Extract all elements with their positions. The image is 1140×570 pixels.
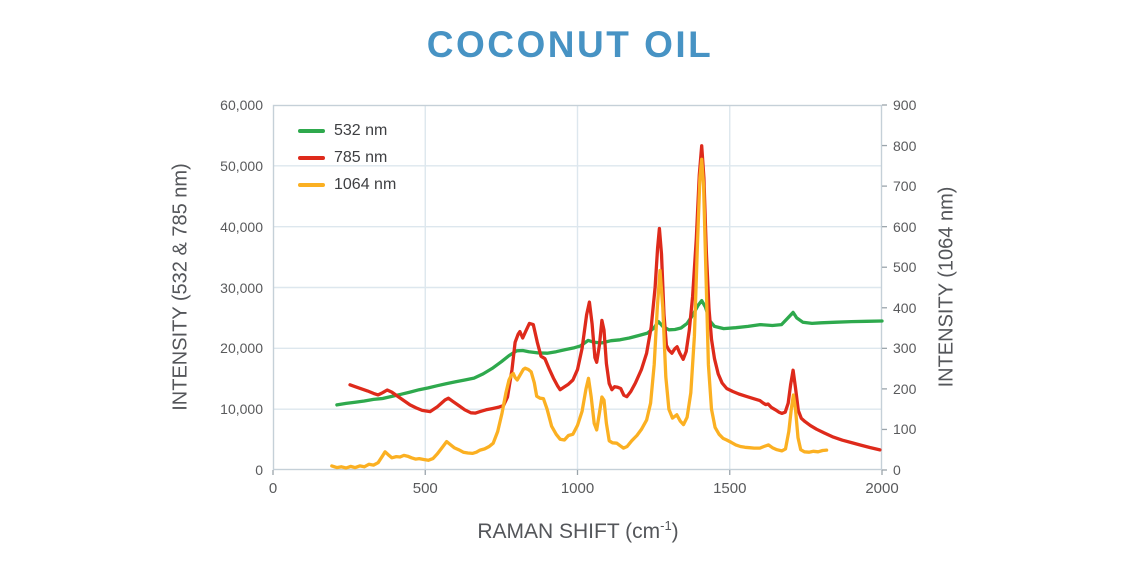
y-left-tick-label: 40,000: [220, 218, 263, 235]
legend-swatch-1064nm: [298, 182, 325, 187]
y-right-tick-label: 300: [893, 340, 917, 357]
legend-label-532nm: 532 nm: [334, 121, 388, 139]
legend-item-1064nm: 1064 nm: [298, 171, 396, 198]
x-tick-label: 0: [268, 480, 278, 497]
y-left-tick-label: 20,000: [220, 340, 263, 357]
x-tick-label: 1500: [713, 480, 747, 497]
plot-frame: [272, 104, 883, 471]
series-line-785nm: [348, 144, 882, 452]
x-tick-label: 1000: [560, 480, 595, 497]
y-right-tick-label: 400: [893, 299, 917, 316]
y-right-tick-label: 900: [893, 97, 917, 113]
x-axis-label: RAMAN SHIFT (cm-1): [477, 518, 678, 544]
y-right-tick-label: 0: [893, 462, 901, 478]
y-right-tick-label: 100: [893, 421, 917, 438]
y-left-tick-label: 30,000: [220, 279, 263, 296]
y-left-tick-label: 60,000: [220, 97, 263, 113]
legend-item-785nm: 785 nm: [298, 144, 396, 171]
legend-item-532nm: 532 nm: [298, 117, 396, 144]
legend: 532 nm 785 nm 1064 nm: [298, 117, 396, 198]
x-axis-label-text: RAMAN SHIFT (cm: [477, 520, 661, 543]
legend-label-1064nm: 1064 nm: [334, 175, 397, 193]
x-tick-label: 2000: [865, 480, 899, 497]
x-tick-label: 500: [412, 480, 438, 497]
y-left-tick-label: 50,000: [220, 157, 263, 174]
y-right-tick-label: 500: [893, 259, 917, 276]
y-left-tick-label: 0: [255, 462, 263, 478]
y-axis-label-right: INTENSITY (1064 nm): [935, 186, 958, 388]
y-axis-label-left: INTENSITY (532 & 785 nm): [169, 163, 192, 411]
series-line-1064nm: [330, 157, 829, 470]
plot-area: [272, 104, 887, 475]
chart-title: COCONUT OIL: [426, 24, 714, 65]
y-right-tick-label: 200: [893, 380, 917, 397]
legend-label-785nm: 785 nm: [334, 148, 388, 166]
y-right-tick-label: 800: [893, 137, 917, 154]
y-right-tick-label: 700: [893, 178, 917, 195]
legend-swatch-532nm: [298, 128, 325, 133]
series-line-532nm: [335, 298, 884, 407]
x-axis-label-close: ): [671, 520, 679, 543]
y-right-tick-label: 600: [893, 218, 917, 235]
y-left-tick-label: 10,000: [220, 401, 263, 418]
x-axis-label-superscript: -1: [660, 518, 672, 533]
legend-swatch-785nm: [298, 155, 325, 160]
